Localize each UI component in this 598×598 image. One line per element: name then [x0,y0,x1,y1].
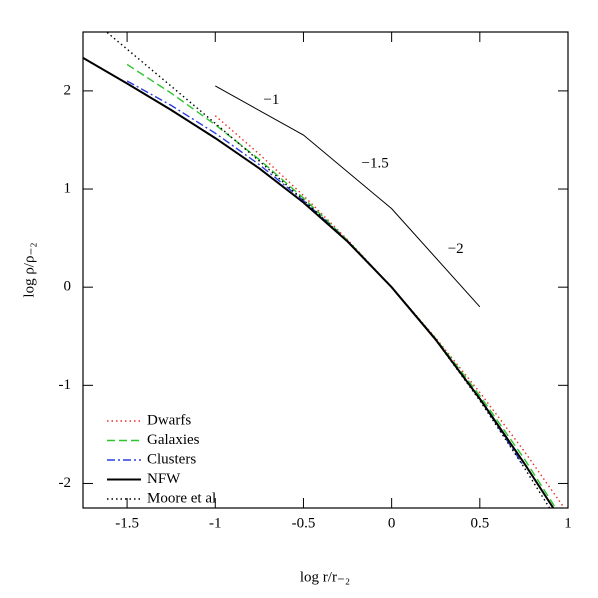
legend-label: Dwarfs [147,412,191,428]
x-tick-label: 0 [388,515,396,531]
slope-label: −2 [448,241,464,257]
legend-label: NFW [147,471,181,487]
y-tick-label: 0 [64,279,72,295]
series-line [83,56,555,508]
x-tick-label: -1 [209,515,222,531]
y-tick-label: 1 [64,180,72,196]
y-axis-label: log ρ/ρ₋₂ [21,242,37,297]
x-tick-label: 1 [564,515,572,531]
x-tick-label: 0.5 [470,515,489,531]
y-tick-label: -2 [59,475,72,491]
y-tick-label: 2 [64,82,72,98]
slope-label: −1.5 [362,155,389,171]
series-line [105,32,551,508]
legend-label: Galaxies [147,432,200,448]
x-tick-label: -1.5 [115,515,139,531]
y-tick-label: -1 [59,377,72,393]
legend-label: Clusters [147,451,196,467]
plot-area [83,32,566,508]
reference-line [215,85,481,308]
slope-label: −1 [263,92,279,108]
x-axis-label: log r/r₋₂ [300,569,350,585]
plot-frame [82,31,569,509]
x-tick-label: -0.5 [292,515,316,531]
series-line [126,80,525,467]
series-line [214,115,566,508]
legend-label: Moore et al [147,490,216,506]
